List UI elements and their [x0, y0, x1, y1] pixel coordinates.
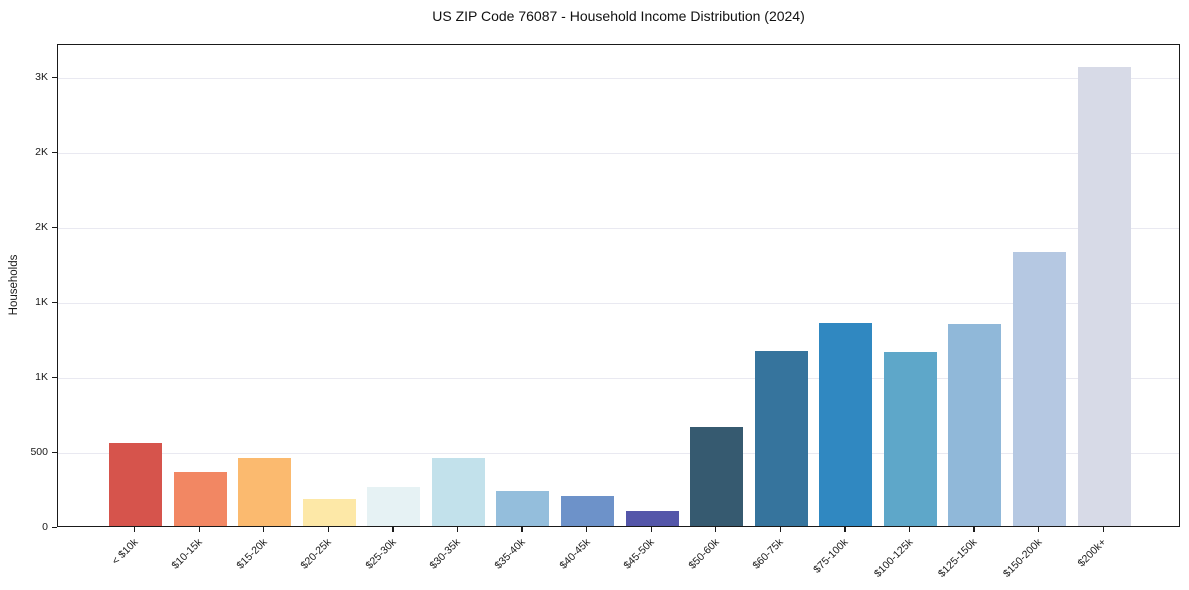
x-tick-mark [198, 527, 200, 532]
x-tick-mark [134, 527, 136, 532]
x-tick-mark [392, 527, 394, 532]
y-tick-mark [52, 76, 57, 78]
bar [302, 499, 356, 526]
bar [238, 458, 292, 526]
x-tick-label: $50-60k [686, 536, 722, 572]
x-tick-label: $125-150k [936, 536, 980, 580]
y-tick-label: 1K [35, 296, 48, 308]
x-tick-mark [844, 527, 846, 532]
x-tick-mark [327, 527, 329, 532]
y-tick-mark [52, 376, 57, 378]
bar [560, 495, 614, 526]
bar [173, 471, 227, 526]
x-tick-label: $200k+ [1075, 536, 1109, 570]
y-tick-mark [52, 451, 57, 453]
y-tick-label: 500 [30, 446, 48, 458]
gridline [58, 377, 1179, 379]
y-tick-label: 0 [42, 521, 48, 533]
x-tick-label: $25-30k [363, 536, 399, 572]
x-tick-mark [908, 527, 911, 532]
x-tick-mark [1037, 527, 1040, 532]
bar [948, 323, 1002, 526]
x-tick-mark [650, 527, 652, 532]
plot-area [57, 44, 1180, 527]
y-tick-mark [52, 301, 57, 303]
bar [883, 351, 937, 526]
bar [754, 350, 808, 526]
x-tick-label: $75-100k [811, 536, 851, 576]
x-tick-mark [779, 527, 781, 532]
x-tick-label: $15-20k [234, 536, 270, 572]
x-tick-label: $10-15k [169, 536, 205, 572]
bar [819, 322, 873, 526]
x-tick-label: $150-200k [1000, 536, 1045, 580]
x-tick-mark [456, 527, 459, 532]
bar [431, 457, 485, 526]
bar [690, 426, 744, 526]
gridline [58, 77, 1179, 79]
y-tick-label: 2K [35, 146, 48, 158]
gridline [58, 152, 1179, 154]
y-tick-label: 3K [35, 71, 48, 83]
y-tick-mark [52, 226, 57, 228]
x-tick-label: $60-75k [750, 536, 786, 572]
gridline [58, 227, 1179, 229]
x-tick-label: $30-35k [427, 536, 464, 572]
x-tick-mark [521, 527, 523, 532]
y-tick-mark [52, 526, 57, 528]
x-tick-mark [1102, 527, 1104, 532]
y-tick-label: 1K [35, 371, 48, 383]
bar [1012, 251, 1066, 526]
x-tick-mark [715, 527, 717, 532]
x-tick-label: $35-40k [492, 536, 528, 572]
x-tick-mark [263, 527, 265, 532]
bar [625, 510, 679, 526]
x-tick-label: $100-125k [871, 536, 916, 580]
gridline [58, 302, 1179, 304]
x-tick-label: < $10k [109, 536, 141, 568]
bar [1077, 67, 1131, 526]
bar [496, 491, 550, 526]
gridline [58, 452, 1179, 454]
x-tick-label: $45-50k [621, 536, 657, 572]
x-tick-label: $40-45k [556, 536, 593, 572]
bar [109, 442, 162, 526]
bar [367, 487, 421, 526]
x-tick-mark [585, 527, 588, 532]
y-tick-label: 2K [35, 221, 48, 233]
x-tick-mark [973, 527, 975, 532]
x-tick-label: $20-25k [298, 536, 334, 572]
y-tick-mark [52, 151, 57, 153]
chart-title: US ZIP Code 76087 - Household Income Dis… [432, 8, 805, 24]
